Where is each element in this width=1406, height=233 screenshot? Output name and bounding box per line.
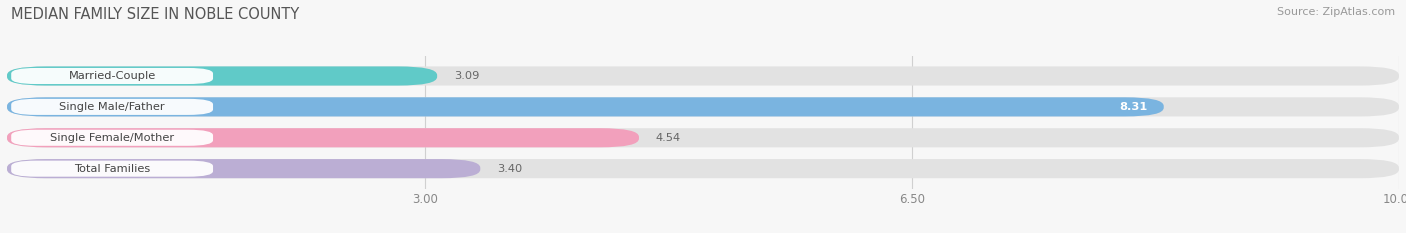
FancyBboxPatch shape — [7, 66, 1399, 86]
FancyBboxPatch shape — [11, 68, 214, 84]
FancyBboxPatch shape — [7, 128, 1399, 147]
FancyBboxPatch shape — [7, 97, 1164, 116]
Text: Married-Couple: Married-Couple — [69, 71, 156, 81]
Text: Source: ZipAtlas.com: Source: ZipAtlas.com — [1277, 7, 1395, 17]
Text: Single Female/Mother: Single Female/Mother — [51, 133, 174, 143]
FancyBboxPatch shape — [11, 161, 214, 177]
Text: Single Male/Father: Single Male/Father — [59, 102, 165, 112]
FancyBboxPatch shape — [7, 97, 1399, 116]
FancyBboxPatch shape — [11, 130, 214, 146]
Text: 3.40: 3.40 — [496, 164, 522, 174]
Text: MEDIAN FAMILY SIZE IN NOBLE COUNTY: MEDIAN FAMILY SIZE IN NOBLE COUNTY — [11, 7, 299, 22]
FancyBboxPatch shape — [7, 159, 481, 178]
Text: 3.09: 3.09 — [454, 71, 479, 81]
Text: Total Families: Total Families — [75, 164, 150, 174]
FancyBboxPatch shape — [7, 66, 437, 86]
FancyBboxPatch shape — [7, 159, 1399, 178]
FancyBboxPatch shape — [7, 128, 638, 147]
Text: 8.31: 8.31 — [1119, 102, 1147, 112]
Text: 4.54: 4.54 — [655, 133, 681, 143]
FancyBboxPatch shape — [11, 99, 214, 115]
